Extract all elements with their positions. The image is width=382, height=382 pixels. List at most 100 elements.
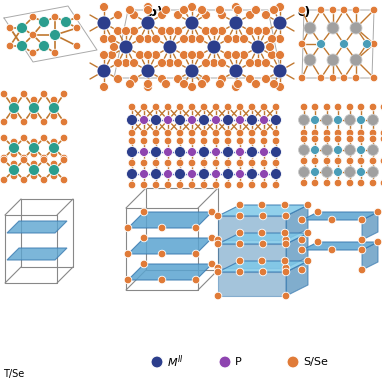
Circle shape — [229, 64, 243, 78]
Circle shape — [248, 159, 256, 167]
Circle shape — [334, 157, 342, 165]
Circle shape — [50, 29, 60, 40]
Circle shape — [139, 115, 149, 125]
Polygon shape — [7, 248, 67, 260]
Circle shape — [333, 167, 343, 176]
Circle shape — [119, 40, 133, 54]
Circle shape — [139, 147, 149, 157]
Circle shape — [140, 159, 148, 167]
Circle shape — [298, 167, 309, 178]
Circle shape — [345, 144, 356, 155]
Circle shape — [356, 146, 366, 154]
Circle shape — [224, 159, 232, 167]
Circle shape — [323, 103, 331, 111]
Circle shape — [163, 147, 173, 157]
Circle shape — [282, 264, 290, 272]
Circle shape — [99, 83, 108, 92]
Circle shape — [235, 170, 244, 178]
Circle shape — [140, 129, 148, 137]
Circle shape — [158, 276, 166, 284]
Circle shape — [8, 142, 19, 154]
Polygon shape — [302, 212, 378, 220]
Circle shape — [357, 157, 365, 165]
Circle shape — [128, 103, 136, 111]
Circle shape — [144, 79, 152, 89]
Circle shape — [151, 115, 162, 126]
Circle shape — [236, 229, 244, 237]
Circle shape — [51, 13, 59, 21]
Polygon shape — [218, 261, 308, 272]
Circle shape — [6, 24, 14, 32]
Circle shape — [175, 168, 186, 180]
Circle shape — [236, 159, 244, 167]
Circle shape — [97, 64, 111, 78]
Circle shape — [251, 40, 265, 54]
Circle shape — [214, 264, 222, 272]
Circle shape — [157, 26, 167, 36]
Circle shape — [357, 157, 365, 165]
Circle shape — [158, 250, 166, 258]
Circle shape — [129, 26, 139, 36]
Circle shape — [201, 10, 210, 19]
Circle shape — [272, 103, 280, 111]
Circle shape — [197, 79, 207, 89]
Circle shape — [188, 137, 196, 145]
Circle shape — [50, 96, 58, 104]
Circle shape — [300, 179, 308, 187]
Circle shape — [49, 165, 60, 175]
Circle shape — [214, 292, 222, 300]
Circle shape — [197, 5, 207, 15]
Circle shape — [352, 74, 360, 82]
Circle shape — [317, 39, 325, 49]
Circle shape — [152, 103, 160, 111]
Circle shape — [334, 135, 342, 143]
Circle shape — [236, 257, 244, 265]
Circle shape — [152, 159, 160, 167]
Circle shape — [258, 201, 266, 209]
Circle shape — [188, 170, 196, 178]
Circle shape — [60, 118, 68, 126]
Circle shape — [317, 74, 325, 82]
Circle shape — [269, 5, 278, 15]
Circle shape — [357, 129, 365, 137]
Circle shape — [369, 179, 377, 187]
Circle shape — [209, 26, 219, 36]
Circle shape — [304, 22, 316, 34]
Circle shape — [304, 201, 312, 209]
Circle shape — [157, 58, 167, 68]
Circle shape — [8, 102, 19, 113]
Circle shape — [16, 40, 28, 52]
Circle shape — [260, 159, 268, 167]
Circle shape — [367, 167, 379, 178]
Circle shape — [267, 34, 277, 44]
Circle shape — [300, 135, 308, 143]
Circle shape — [329, 6, 337, 14]
Circle shape — [152, 159, 160, 167]
Circle shape — [346, 129, 354, 137]
Circle shape — [0, 176, 8, 184]
Circle shape — [275, 3, 285, 11]
Circle shape — [40, 154, 48, 162]
Polygon shape — [128, 238, 212, 254]
Circle shape — [163, 40, 177, 54]
Circle shape — [314, 238, 322, 246]
Circle shape — [356, 167, 366, 176]
Circle shape — [270, 147, 282, 157]
Circle shape — [345, 167, 356, 178]
Circle shape — [60, 16, 71, 28]
Circle shape — [201, 58, 210, 68]
Circle shape — [323, 135, 331, 143]
Circle shape — [231, 50, 241, 60]
Circle shape — [233, 79, 243, 89]
Circle shape — [358, 246, 366, 254]
Circle shape — [240, 34, 249, 44]
Circle shape — [49, 142, 60, 154]
Circle shape — [334, 157, 342, 165]
Circle shape — [270, 168, 282, 180]
Circle shape — [328, 216, 336, 224]
Circle shape — [30, 160, 38, 168]
Circle shape — [281, 257, 289, 265]
Circle shape — [298, 246, 306, 254]
Text: c): c) — [298, 6, 311, 19]
Circle shape — [258, 257, 266, 265]
